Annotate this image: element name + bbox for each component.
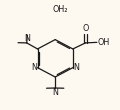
Text: N: N <box>24 34 30 43</box>
Text: N: N <box>52 88 58 97</box>
Text: OH: OH <box>97 38 110 47</box>
Text: O: O <box>82 24 89 33</box>
Text: OH₂: OH₂ <box>52 5 68 14</box>
Text: N: N <box>73 63 79 72</box>
Text: N: N <box>31 63 37 72</box>
